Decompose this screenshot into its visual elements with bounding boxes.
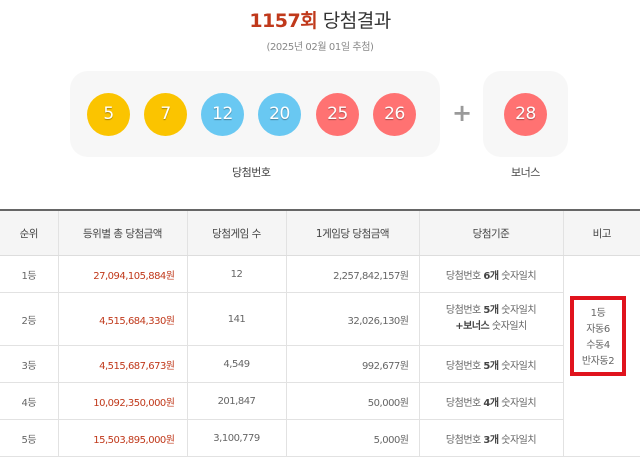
note-line: 수동4	[586, 340, 610, 351]
criteria-text: 숫자일치	[498, 397, 537, 409]
winning-numbers-box: 5 7 12 20 25 26	[70, 71, 440, 157]
total-prize: 27,094,105,884원	[57, 255, 187, 293]
criteria: 당첨번호 6개 숫자일치	[418, 255, 563, 293]
criteria-text: 숫자일치	[498, 270, 537, 282]
bonus-ball: 28	[504, 93, 547, 136]
rank: 5등	[0, 419, 58, 457]
plus-icon: +	[452, 99, 473, 127]
per-game-prize: 5,000원	[285, 419, 419, 457]
ball-6: 26	[373, 93, 416, 136]
table-row: 1등 27,094,105,884원 12 2,257,842,157원 당첨번…	[0, 255, 640, 457]
criteria-text: 숫자일치	[498, 360, 537, 372]
bonus-label: 보너스	[511, 166, 540, 179]
criteria: 당첨번호 3개 숫자일치	[418, 419, 563, 457]
bonus-number-box: 28	[483, 71, 568, 157]
winners: 4,549	[186, 345, 286, 383]
ball-4: 20	[258, 93, 301, 136]
criteria-text: 숫자일치	[498, 305, 537, 316]
winning-numbers-label: 당첨번호	[232, 166, 271, 179]
criteria: 당첨번호 4개 숫자일치	[418, 382, 563, 420]
per-game-prize: 992,677원	[285, 345, 419, 383]
table-row: 4등 10,092,350,000원 201,847 50,000원 당첨번호 …	[0, 382, 640, 420]
per-game-prize: 50,000원	[285, 382, 419, 420]
highlighted-note: 1등 자동6 수동4 반자동2	[570, 296, 626, 376]
round-number: 1157회	[249, 10, 318, 32]
rank: 2등	[0, 292, 58, 346]
note-line: 자동6	[586, 324, 610, 335]
ball-2: 7	[144, 93, 187, 136]
criteria-text: 숫자일치	[498, 434, 537, 446]
note-line: 1등	[590, 308, 606, 319]
criteria: 당첨번호 5개 숫자일치	[418, 345, 563, 383]
criteria-count: 3개	[483, 434, 499, 446]
winners: 3,100,779	[186, 419, 286, 457]
page-title: 1157회 당첨결과	[0, 6, 640, 33]
rank: 1등	[0, 255, 58, 293]
title-text: 당첨결과	[322, 10, 391, 32]
table-row: 3등 4,515,687,673원 4,549 992,677원 당첨번호 5개…	[0, 345, 640, 383]
table-row: 2등 4,515,684,330원 141 32,026,130원 당첨번호 5…	[0, 292, 640, 346]
criteria-text: 당첨번호	[445, 305, 484, 316]
criteria: 당첨번호 5개 숫자일치 +보너스 숫자일치	[418, 292, 563, 346]
criteria-count: 5개	[483, 305, 499, 316]
ball-3: 12	[201, 93, 244, 136]
ball-5: 25	[316, 93, 359, 136]
criteria-count: 6개	[483, 270, 499, 282]
total-prize: 4,515,684,330원	[57, 292, 187, 346]
header-note: 비고	[562, 209, 640, 256]
per-game-prize: 2,257,842,157원	[285, 255, 419, 293]
table-header-row: 순위 등위별 총 당첨금액 당첨게임 수 1게임당 당첨금액 당첨기준 비고	[0, 209, 640, 256]
table-row: 5등 15,503,895,000원 3,100,779 5,000원 당첨번호…	[0, 419, 640, 457]
criteria-text: 당첨번호	[445, 270, 484, 282]
header-criteria: 당첨기준	[418, 209, 563, 256]
criteria-text: 당첨번호	[445, 434, 484, 446]
header-per-game: 1게임당 당첨금액	[285, 209, 419, 256]
criteria-bonus: +보너스	[455, 321, 490, 332]
header-rank: 순위	[0, 209, 58, 256]
winners: 141	[186, 292, 286, 346]
header-winners: 당첨게임 수	[186, 209, 286, 256]
ball-1: 5	[87, 93, 130, 136]
note-line: 반자동2	[581, 356, 615, 367]
note-cell	[562, 255, 640, 457]
winners: 12	[186, 255, 286, 293]
total-prize: 4,515,687,673원	[57, 345, 187, 383]
criteria-count: 5개	[483, 360, 499, 372]
winners: 201,847	[186, 382, 286, 420]
rank: 3등	[0, 345, 58, 383]
criteria-text: 숫자일치	[489, 321, 527, 332]
header-total-prize: 등위별 총 당첨금액	[57, 209, 187, 256]
total-prize: 15,503,895,000원	[57, 419, 187, 457]
total-prize: 10,092,350,000원	[57, 382, 187, 420]
criteria-text: 당첨번호	[445, 360, 484, 372]
per-game-prize: 32,026,130원	[285, 292, 419, 346]
criteria-count: 4개	[483, 397, 499, 409]
draw-date: (2025년 02월 01일 추첨)	[266, 42, 374, 53]
rank: 4등	[0, 382, 58, 420]
criteria-text: 당첨번호	[445, 397, 484, 409]
prize-table: 순위 등위별 총 당첨금액 당첨게임 수 1게임당 당첨금액 당첨기준 비고 1…	[0, 209, 640, 457]
